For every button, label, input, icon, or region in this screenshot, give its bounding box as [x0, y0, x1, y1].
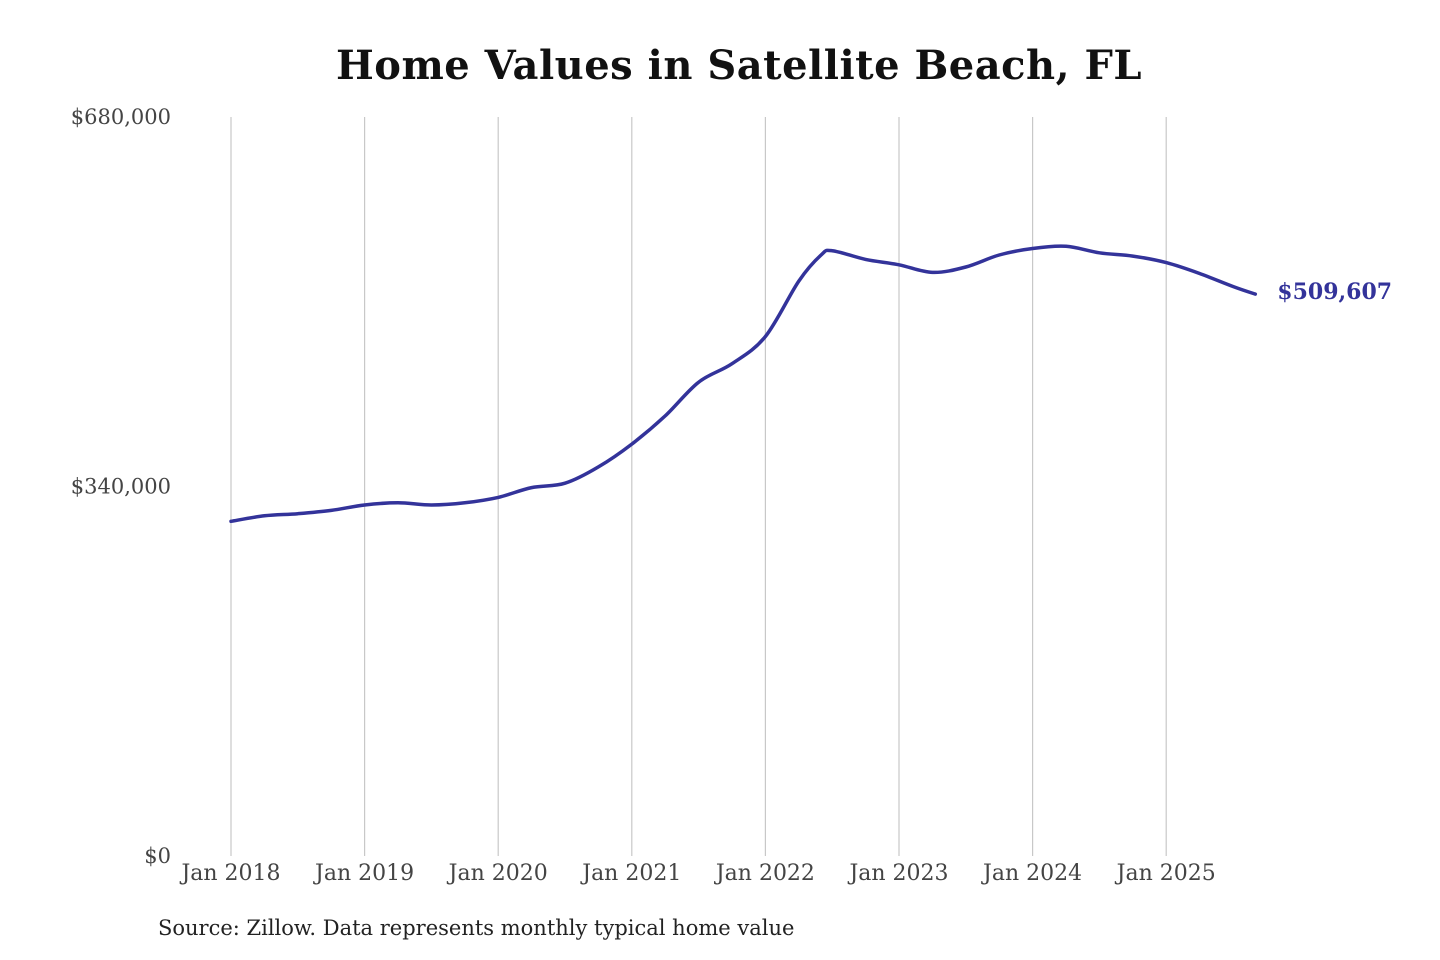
data-point	[397, 501, 400, 504]
chart-title: Home Values in Satellite Beach, FL	[336, 42, 1142, 89]
data-point	[797, 280, 800, 283]
data-point	[564, 482, 567, 485]
data-point	[363, 503, 366, 506]
data-point	[330, 509, 333, 512]
data-point	[1031, 247, 1034, 250]
x-tick-label: Jan 2019	[313, 861, 414, 886]
data-point	[463, 501, 466, 504]
x-tick-label: Jan 2025	[1115, 861, 1216, 886]
data-point	[820, 254, 823, 257]
y-tick-label: $0	[144, 844, 171, 868]
data-point	[530, 486, 533, 489]
data-point	[998, 254, 1001, 257]
data-point	[931, 271, 934, 274]
data-point	[296, 512, 299, 515]
x-tick-label: Jan 2024	[981, 861, 1082, 886]
data-point	[230, 520, 233, 523]
data-point	[430, 503, 433, 506]
data-point	[964, 265, 967, 268]
x-tick-label: Jan 2018	[179, 861, 280, 886]
data-point	[1065, 245, 1068, 248]
data-point	[697, 381, 700, 384]
x-tick-label: Jan 2023	[847, 861, 948, 886]
series-line	[229, 244, 1258, 524]
end-value-label: $509,607	[1277, 279, 1392, 305]
x-tick-label: Jan 2020	[447, 861, 548, 886]
data-point	[1165, 261, 1168, 264]
source-note: Source: Zillow. Data represents monthly …	[158, 916, 795, 940]
data-point	[864, 258, 867, 261]
x-axis: Jan 2018 Jan 2019 Jan 2020 Jan 2021 Jan 2022…	[179, 861, 1215, 886]
data-point	[764, 335, 767, 338]
data-point	[731, 362, 734, 365]
data-point	[898, 263, 901, 266]
data-point	[831, 249, 834, 252]
data-point	[263, 514, 266, 517]
series-layer: $509,607	[229, 244, 1392, 524]
data-point	[1232, 285, 1235, 288]
data-point	[1254, 293, 1257, 296]
y-tick-label: $340,000	[71, 475, 171, 499]
data-point	[1131, 255, 1134, 258]
x-tick-label: Jan 2021	[580, 861, 681, 886]
y-tick-label: $680,000	[71, 105, 171, 129]
gridlines	[230, 117, 1167, 856]
data-point	[597, 465, 600, 468]
data-point	[630, 443, 633, 446]
y-axis: $0 $340,000 $680,000	[71, 105, 171, 868]
data-point	[1198, 272, 1201, 275]
data-point	[1098, 251, 1101, 254]
data-point	[664, 414, 667, 417]
x-tick-label: Jan 2022	[714, 861, 815, 886]
data-point	[497, 496, 500, 499]
